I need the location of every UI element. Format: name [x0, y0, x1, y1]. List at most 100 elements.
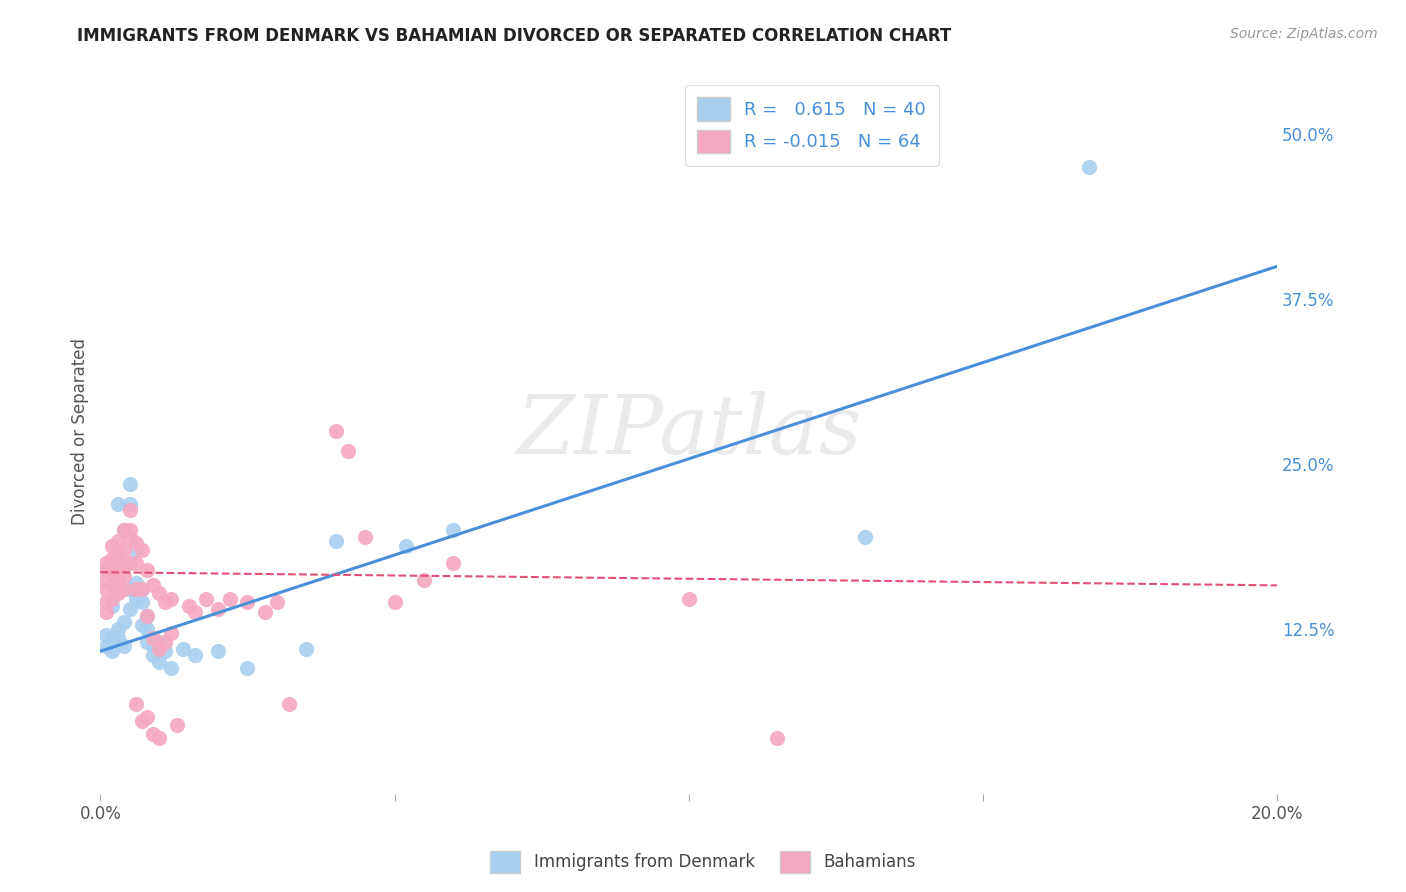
Point	[124, 582, 146, 597]
Point	[101, 644, 124, 658]
Point	[325, 424, 347, 438]
Point	[207, 602, 229, 616]
Point	[766, 731, 789, 746]
Legend: Immigrants from Denmark, Bahamians: Immigrants from Denmark, Bahamians	[484, 845, 922, 880]
Point	[112, 639, 135, 653]
Point	[142, 648, 165, 663]
Point	[107, 547, 129, 561]
Text: IMMIGRANTS FROM DENMARK VS BAHAMIAN DIVORCED OR SEPARATED CORRELATION CHART: IMMIGRANTS FROM DENMARK VS BAHAMIAN DIVO…	[77, 27, 952, 45]
Point	[148, 635, 170, 649]
Point	[124, 542, 146, 557]
Point	[112, 542, 135, 557]
Point	[107, 622, 129, 636]
Point	[236, 595, 259, 609]
Point	[131, 595, 153, 609]
Point	[172, 641, 194, 656]
Point	[112, 569, 135, 583]
Point	[136, 608, 159, 623]
Point	[101, 591, 124, 606]
Point	[131, 582, 153, 597]
Point	[124, 697, 146, 711]
Point	[107, 586, 129, 600]
Point	[112, 582, 135, 597]
Point	[678, 591, 700, 606]
Point	[148, 655, 170, 669]
Point	[131, 582, 153, 597]
Point	[236, 661, 259, 675]
Point	[142, 727, 165, 741]
Point	[218, 591, 240, 606]
Point	[131, 714, 153, 728]
Point	[96, 595, 118, 609]
Point	[96, 628, 118, 642]
Point	[384, 595, 406, 609]
Point	[118, 523, 141, 537]
Point	[136, 608, 159, 623]
Point	[153, 595, 176, 609]
Point	[96, 573, 118, 587]
Point	[107, 573, 129, 587]
Point	[413, 573, 436, 587]
Point	[148, 641, 170, 656]
Point	[107, 497, 129, 511]
Point	[277, 697, 299, 711]
Point	[195, 591, 218, 606]
Point	[101, 599, 124, 614]
Point	[142, 578, 165, 592]
Point	[266, 595, 288, 609]
Point	[336, 443, 359, 458]
Point	[136, 710, 159, 724]
Point	[177, 599, 200, 614]
Point	[124, 536, 146, 550]
Point	[441, 556, 464, 570]
Point	[96, 605, 118, 619]
Point	[112, 523, 135, 537]
Point	[118, 582, 141, 597]
Point	[101, 556, 124, 570]
Point	[118, 556, 141, 570]
Point	[118, 530, 141, 544]
Point	[124, 575, 146, 590]
Point	[96, 562, 118, 576]
Point	[254, 605, 277, 619]
Point	[142, 639, 165, 653]
Text: Source: ZipAtlas.com: Source: ZipAtlas.com	[1230, 27, 1378, 41]
Point	[112, 556, 135, 570]
Point	[107, 560, 129, 574]
Point	[101, 631, 124, 645]
Text: ZIPatlas: ZIPatlas	[516, 391, 862, 471]
Point	[124, 556, 146, 570]
Point	[124, 591, 146, 606]
Point	[112, 523, 135, 537]
Point	[136, 562, 159, 576]
Point	[183, 605, 205, 619]
Point	[131, 618, 153, 632]
Point	[325, 533, 347, 548]
Y-axis label: Divorced or Separated: Divorced or Separated	[72, 337, 89, 524]
Point	[853, 530, 876, 544]
Point	[160, 661, 183, 675]
Point	[136, 635, 159, 649]
Point	[118, 602, 141, 616]
Point	[441, 523, 464, 537]
Point	[107, 533, 129, 548]
Point	[354, 530, 377, 544]
Point	[395, 539, 418, 553]
Point	[160, 625, 183, 640]
Point	[1078, 161, 1101, 175]
Point	[118, 503, 141, 517]
Point	[107, 631, 129, 645]
Point	[142, 631, 165, 645]
Point	[101, 565, 124, 579]
Point	[101, 552, 124, 566]
Point	[96, 556, 118, 570]
Legend: R =   0.615   N = 40, R = -0.015   N = 64: R = 0.615 N = 40, R = -0.015 N = 64	[685, 85, 939, 166]
Point	[160, 591, 183, 606]
Point	[131, 542, 153, 557]
Point	[101, 578, 124, 592]
Point	[183, 648, 205, 663]
Point	[153, 644, 176, 658]
Point	[96, 582, 118, 597]
Point	[112, 615, 135, 630]
Point	[118, 476, 141, 491]
